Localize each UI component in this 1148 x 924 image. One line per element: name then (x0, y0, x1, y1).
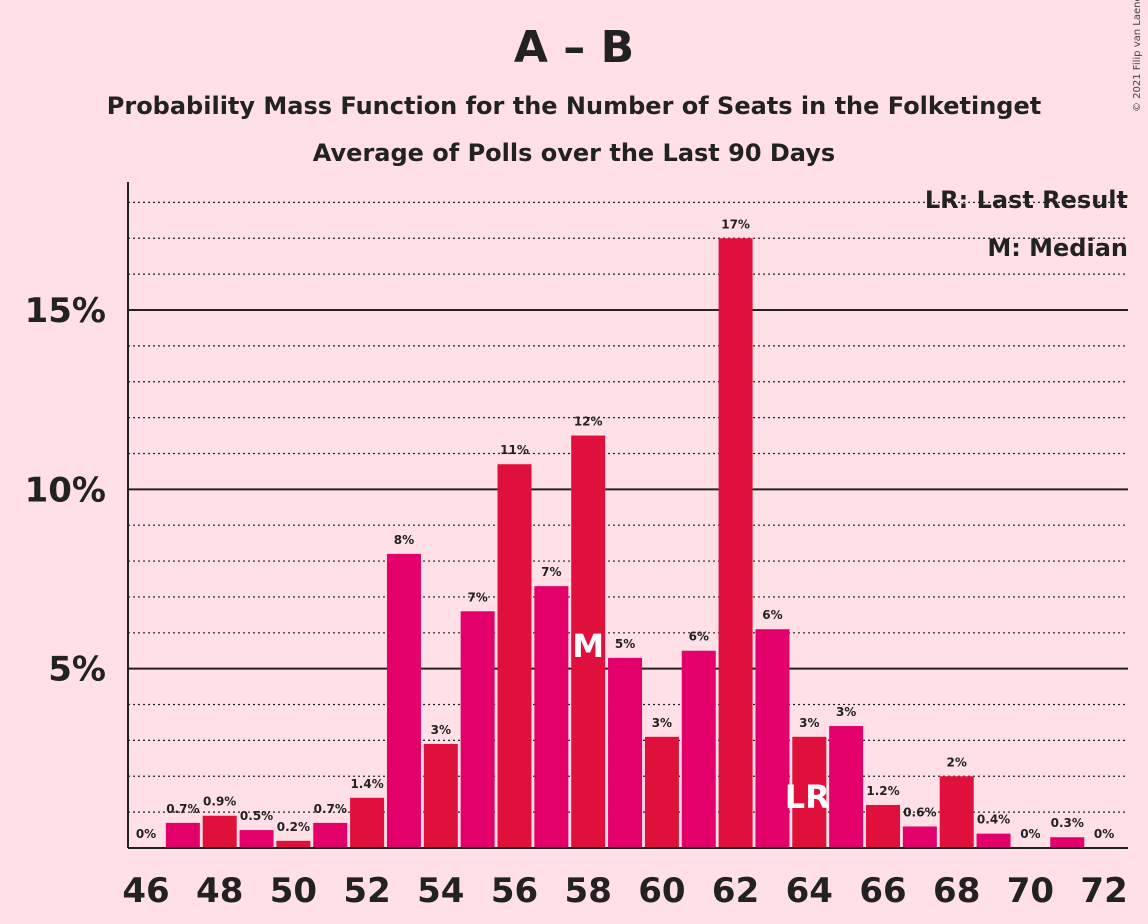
legend-last-result: LR: Last Result (924, 186, 1128, 214)
bar (534, 586, 569, 848)
bar (866, 804, 900, 848)
bar (755, 629, 790, 848)
data-label: 0.7% (166, 802, 199, 816)
data-label: 0.4% (977, 813, 1010, 827)
bar (939, 776, 974, 848)
x-tick-label: 70 (1007, 871, 1054, 911)
data-label: 1.4% (350, 777, 383, 791)
x-tick-label: 68 (933, 871, 980, 911)
data-label: 8% (394, 533, 414, 547)
bar (313, 822, 348, 848)
data-label: 0.3% (1051, 816, 1084, 830)
legend-median: M: Median (987, 234, 1128, 262)
data-label: 2% (947, 755, 967, 769)
data-label: 6% (762, 608, 782, 622)
bar (976, 833, 1011, 848)
data-label: 0.9% (203, 795, 236, 809)
data-label: 0% (1094, 827, 1114, 841)
bar (497, 464, 532, 848)
x-tick-label: 52 (343, 871, 390, 911)
data-label: 0.5% (240, 809, 273, 823)
data-label: 11% (500, 443, 529, 457)
bar (902, 826, 937, 848)
median-marker: M (572, 627, 604, 665)
x-tick-label: 66 (859, 871, 906, 911)
bar (718, 238, 753, 848)
bar (386, 553, 421, 848)
x-tick-label: 50 (270, 871, 317, 911)
data-label: 3% (652, 716, 672, 730)
bar (423, 743, 458, 848)
last-result-marker: LR (785, 778, 830, 816)
data-label: 1.2% (866, 784, 899, 798)
x-tick-label: 54 (417, 871, 464, 911)
y-tick-label: 10% (25, 470, 106, 510)
y-tick-label: 15% (25, 291, 106, 331)
bar (165, 822, 200, 848)
x-tick-label: 46 (122, 871, 169, 911)
data-label: 7% (467, 590, 487, 604)
bar (681, 650, 716, 848)
chart-title: A – B (513, 22, 635, 73)
bar (829, 726, 864, 848)
x-tick-label: 58 (565, 871, 612, 911)
bar (1050, 837, 1085, 848)
data-label: 0.7% (314, 802, 347, 816)
data-label: 5% (615, 637, 635, 651)
chart-subtitle-2: Average of Polls over the Last 90 Days (312, 139, 836, 167)
data-label: 7% (541, 565, 561, 579)
bar (792, 736, 827, 848)
x-tick-label: 62 (712, 871, 759, 911)
data-label: 3% (836, 705, 856, 719)
data-label: 0% (136, 827, 156, 841)
data-label: 17% (721, 217, 750, 231)
bar (460, 611, 495, 848)
chart-subtitle: Probability Mass Function for the Number… (106, 92, 1042, 120)
bar (350, 797, 385, 848)
x-tick-label: 64 (786, 871, 833, 911)
x-tick-label: 60 (638, 871, 685, 911)
x-tick-label: 72 (1080, 871, 1127, 911)
bar (644, 736, 679, 848)
y-tick-label: 5% (48, 650, 106, 690)
data-label: 0.6% (903, 805, 936, 819)
data-label: 3% (431, 723, 451, 737)
bar (571, 435, 606, 848)
x-tick-label: 56 (491, 871, 538, 911)
data-label: 12% (574, 415, 603, 429)
bar (276, 840, 311, 848)
bar (608, 657, 643, 848)
data-label: 3% (799, 716, 819, 730)
data-label: 6% (689, 630, 709, 644)
x-tick-label: 48 (196, 871, 243, 911)
data-label: 0.2% (277, 820, 310, 834)
bar (239, 830, 274, 848)
bar (202, 815, 237, 848)
data-label: 0% (1020, 827, 1040, 841)
